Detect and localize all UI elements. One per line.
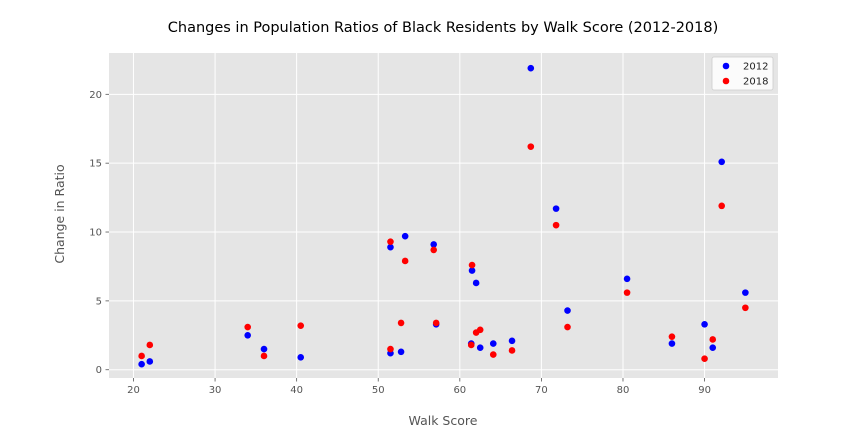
data-point-2012 (552, 205, 560, 212)
data-point-2012 (468, 267, 476, 274)
data-point-2012 (297, 354, 305, 361)
legend-label-2018: 2018 (743, 77, 768, 88)
x-tick-label: 80 (617, 385, 630, 396)
data-points (138, 64, 749, 368)
data-point-2018 (508, 347, 516, 354)
data-point-2018 (552, 221, 560, 229)
data-point-2018 (260, 352, 268, 360)
data-point-2012 (472, 279, 480, 287)
data-point-2018 (297, 322, 305, 329)
data-point-2012 (718, 158, 726, 166)
x-tick-label: 90 (698, 385, 711, 396)
data-point-2018 (476, 326, 484, 334)
data-point-2018 (467, 341, 475, 349)
plot-area (109, 53, 778, 378)
x-tick-label: 60 (453, 385, 466, 396)
data-point-2012 (387, 243, 394, 251)
data-point-2018 (432, 319, 440, 327)
legend: 2012 2018 (711, 56, 774, 91)
data-point-2018 (668, 333, 676, 340)
x-tick-label: 40 (290, 385, 303, 396)
data-point-2012 (701, 320, 708, 328)
data-point-2018 (430, 246, 438, 254)
data-point-2018 (742, 304, 749, 312)
data-point-2012 (742, 289, 749, 296)
data-point-2012 (668, 340, 676, 347)
data-point-2012 (146, 358, 154, 365)
chart-title: Changes in Population Ratios of Black Re… (168, 20, 719, 36)
data-point-2018 (701, 355, 708, 363)
data-point-2012 (430, 241, 438, 248)
data-point-2012 (709, 344, 717, 352)
data-point-2012 (527, 64, 535, 72)
data-point-2018 (489, 351, 497, 358)
y-tick-label: 5 (96, 296, 102, 307)
series-2018 (138, 143, 749, 363)
data-point-2018 (397, 319, 405, 327)
data-point-2012 (489, 340, 497, 347)
data-point-2012 (260, 345, 268, 353)
data-point-2012 (397, 348, 405, 356)
data-point-2012 (138, 360, 145, 368)
data-point-2018 (401, 257, 409, 265)
legend-label-2012: 2012 (743, 62, 768, 73)
data-point-2012 (244, 332, 251, 339)
y-tick-label: 15 (89, 159, 102, 170)
data-point-2018 (387, 238, 394, 245)
data-point-2018 (146, 341, 154, 349)
y-tick-label: 20 (89, 90, 102, 101)
data-point-2012 (508, 337, 516, 345)
x-tick-label: 30 (209, 385, 222, 396)
y-tick-label: 10 (89, 228, 102, 239)
data-point-2018 (564, 323, 571, 331)
x-tick-label: 50 (372, 385, 385, 396)
data-point-2012 (476, 344, 484, 352)
data-point-2018 (709, 336, 717, 343)
data-point-2012 (623, 275, 631, 283)
data-point-2012 (564, 307, 571, 314)
data-point-2018 (468, 261, 476, 269)
data-point-2018 (718, 202, 726, 210)
data-point-2018 (138, 352, 145, 360)
legend-marker-2018 (722, 77, 730, 85)
data-point-2012 (401, 232, 409, 240)
data-point-2018 (387, 345, 394, 353)
axis-ticks: 20 30 40 50 60 70 80 90 0 5 10 15 20 (89, 90, 711, 396)
data-point-2018 (244, 323, 251, 331)
x-tick-label: 20 (127, 385, 140, 396)
y-tick-label: 0 (96, 365, 102, 376)
data-point-2018 (527, 143, 535, 150)
data-point-2018 (623, 289, 631, 296)
grid-lines (109, 53, 778, 378)
x-axis-label: Walk Score (409, 413, 478, 428)
legend-marker-2012 (722, 62, 730, 70)
x-tick-label: 70 (535, 385, 548, 396)
y-axis-label: Change in Ratio (52, 164, 67, 263)
